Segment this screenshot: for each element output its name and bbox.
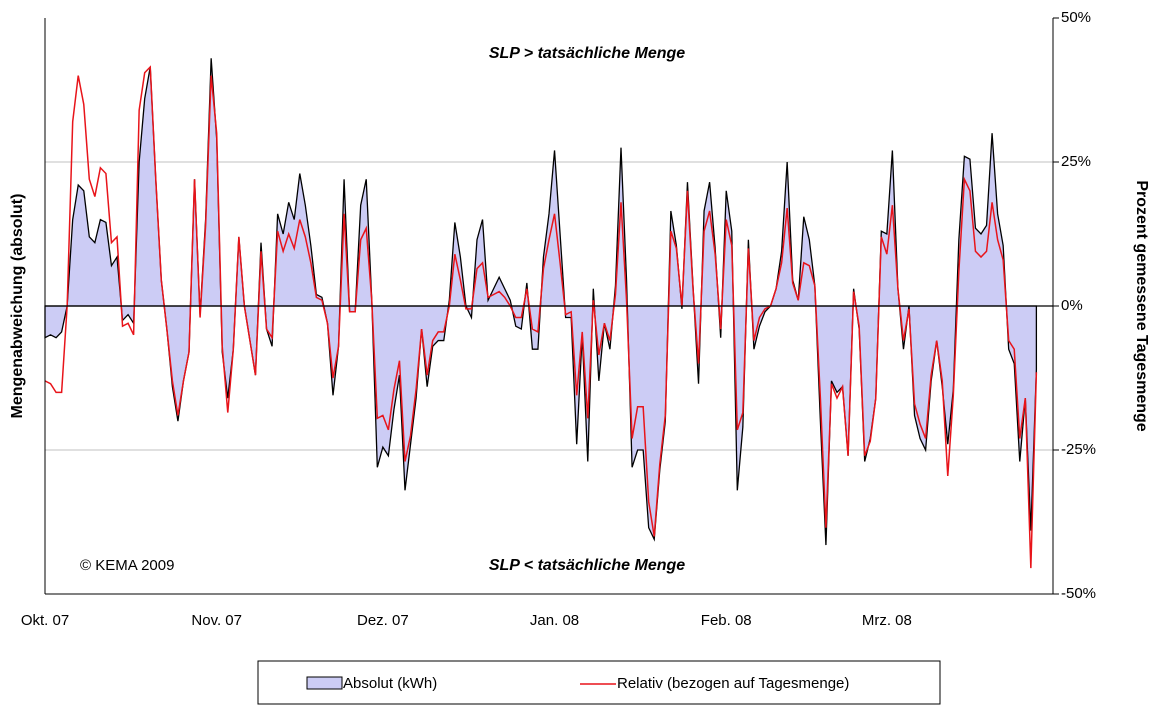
- annotation: SLP > tatsächliche Menge: [489, 45, 685, 62]
- x-tick-label: Nov. 07: [191, 612, 242, 629]
- y-axis-label: Mengenabweichung (absolut): [9, 194, 26, 419]
- y2-tick-label: 25%: [1061, 153, 1091, 170]
- y2-axis-label: Prozent gemessene Tagesmenge: [1133, 180, 1150, 431]
- copyright: © KEMA 2009: [80, 557, 174, 574]
- annotation: SLP < tatsächliche Menge: [489, 557, 685, 574]
- y2-tick-label: -50%: [1061, 585, 1096, 602]
- y2-tick-label: 50%: [1061, 9, 1091, 26]
- x-tick-label: Dez. 07: [357, 612, 409, 629]
- legend-label: Relativ (bezogen auf Tagesmenge): [617, 675, 849, 692]
- area: [44, 58, 1038, 546]
- x-tick-label: Feb. 08: [701, 612, 752, 629]
- x-tick-label: Mrz. 08: [862, 612, 912, 629]
- legend-label: Absolut (kWh): [343, 675, 437, 692]
- x-tick-label: Okt. 07: [21, 612, 69, 629]
- legend-swatch: [306, 676, 343, 690]
- line: [44, 65, 1038, 569]
- y2-tick-label: 0%: [1061, 297, 1083, 314]
- x-tick-label: Jan. 08: [530, 612, 579, 629]
- legend-box: [257, 660, 941, 705]
- y2-tick-label: -25%: [1061, 441, 1096, 458]
